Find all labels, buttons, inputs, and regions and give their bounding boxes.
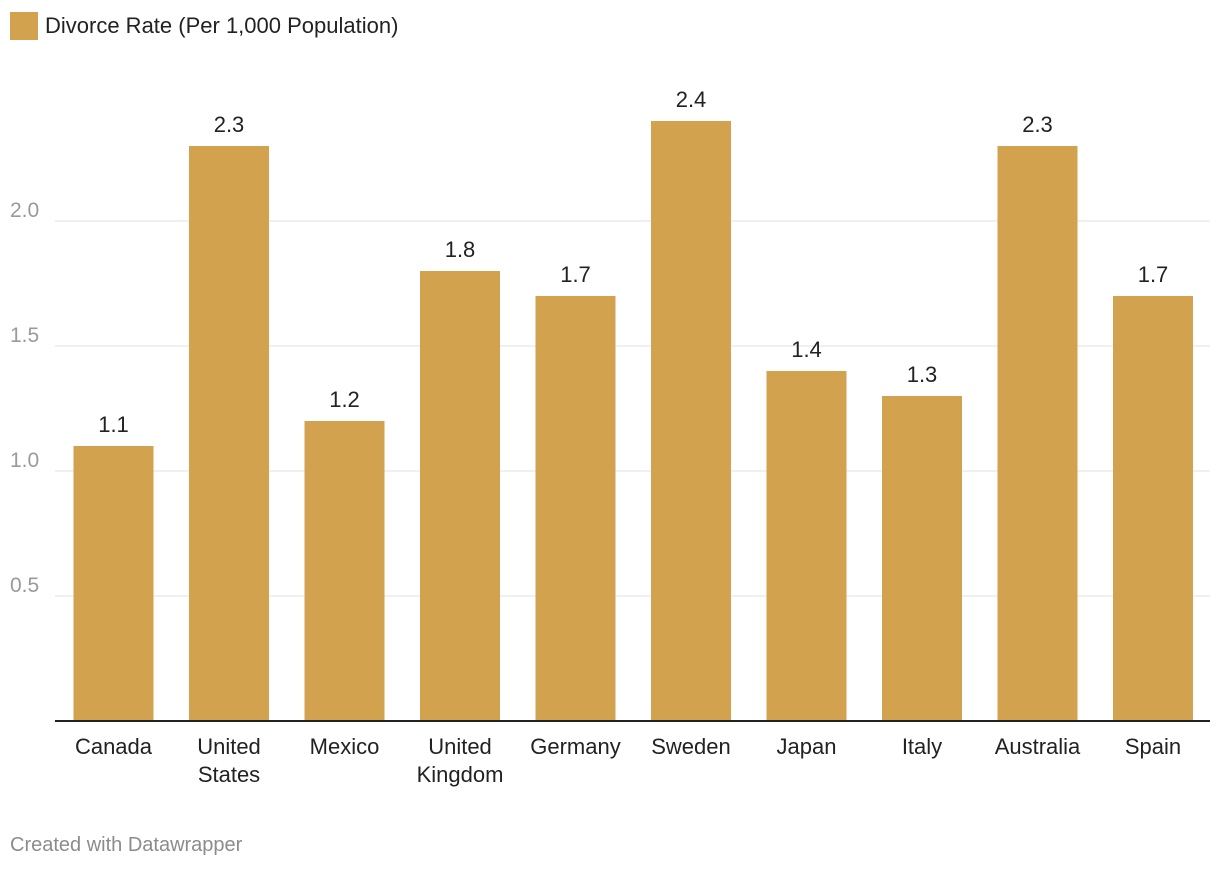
bar: [535, 296, 616, 721]
x-tick-label: Canada: [75, 734, 153, 759]
data-label: 1.1: [98, 412, 129, 437]
x-tick-label: Japan: [777, 734, 837, 759]
data-label: 1.2: [329, 387, 360, 412]
x-tick-label: Sweden: [651, 734, 731, 759]
bar: [766, 371, 847, 721]
legend: Divorce Rate (Per 1,000 Population): [10, 11, 398, 41]
y-tick-label: 2.0: [10, 199, 39, 222]
x-tick-label: Mexico: [310, 734, 380, 759]
data-label: 1.7: [560, 262, 591, 287]
bar: [882, 396, 962, 721]
bar: [420, 271, 500, 721]
labels: 1.1 Canada 2.3 United States 1.2 Mexico 1.8 Unit…: [75, 87, 1181, 787]
bar: [189, 146, 269, 721]
bar: [997, 146, 1078, 721]
bars: [73, 121, 1193, 721]
credit-text: Created with Datawrapper: [10, 834, 243, 856]
bar: [651, 121, 731, 721]
data-label: 1.7: [1138, 262, 1169, 287]
legend-swatch: [10, 12, 38, 40]
x-tick-label: Spain: [1125, 734, 1181, 759]
x-tick-label: Italy: [902, 734, 942, 759]
bar: [1113, 296, 1193, 721]
x-tick-label: Australia: [995, 734, 1081, 759]
legend-label: Divorce Rate (Per 1,000 Population): [45, 13, 399, 38]
data-label: 1.8: [445, 237, 476, 262]
bar: [304, 421, 385, 721]
x-tick-label: United Kingdom: [417, 734, 504, 787]
data-label: 2.3: [214, 112, 245, 137]
data-label: 1.4: [791, 337, 822, 362]
x-tick-label: Germany: [530, 734, 620, 759]
x-tick-label: United States: [197, 734, 261, 787]
y-tick-label: 1.0: [10, 449, 39, 472]
data-label: 2.4: [676, 87, 707, 112]
y-tick-label: 1.5: [10, 324, 39, 347]
data-label: 2.3: [1022, 112, 1053, 137]
data-label: 1.3: [907, 362, 938, 387]
bar: [73, 446, 154, 721]
y-tick-label: 0.5: [10, 574, 39, 597]
